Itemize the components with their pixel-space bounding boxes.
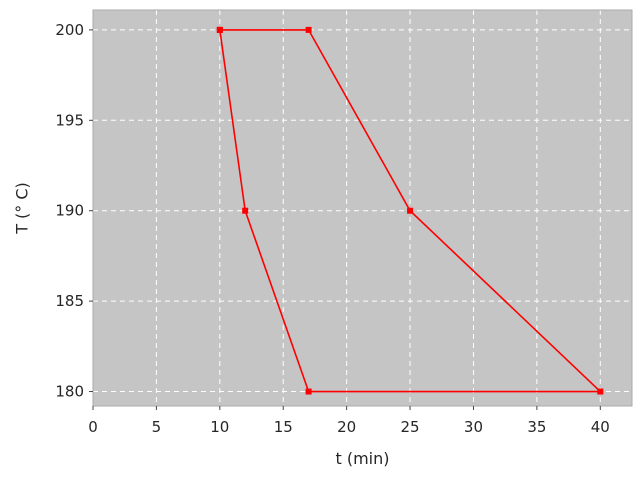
x-tick-label: 35 [527,418,546,436]
y-tick-label: 200 [55,21,84,39]
data-point-marker [216,26,223,33]
x-tick-label: 15 [274,418,293,436]
x-axis-label: t (min) [335,449,390,468]
y-tick-label: 190 [55,202,84,220]
x-tick-label: 30 [464,418,483,436]
x-tick-label: 10 [210,418,229,436]
plot-background [93,10,632,406]
x-tick-label: 25 [401,418,420,436]
plot-border [92,9,633,407]
x-tick-label: 20 [337,418,356,436]
data-point-marker [305,388,312,395]
y-axis-label: T (° C) [12,182,32,234]
x-tick-label: 40 [591,418,610,436]
data-point-marker [597,388,604,395]
x-tick-label: 0 [88,418,98,436]
y-tick-label: 195 [55,111,84,129]
y-tick-label: 185 [55,292,84,310]
y-tick-label: 180 [55,383,84,401]
data-point-marker [407,207,414,214]
data-point-marker [305,26,312,33]
data-point-marker [242,207,249,214]
x-tick-label: 5 [152,418,162,436]
